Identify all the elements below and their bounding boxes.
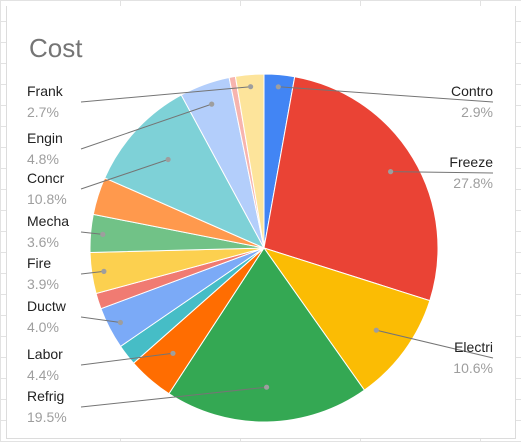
pie-slice-refrig[interactable] [168,247,366,423]
callout-line [80,159,169,190]
callout-dot [165,156,171,163]
slice-label: Concr [27,170,65,186]
callout-line [80,103,212,150]
callout-ductw: Ductw 4.0% [27,298,123,335]
pie-slice-frank[interactable] [234,73,265,249]
slice-percent-label: 3.6% [27,234,59,250]
callout-line [80,86,251,103]
callout-line [376,329,494,359]
callout-frank: Frank 2.7% [27,83,254,120]
pie-callouts: Frank 2.7% Engin 4.8% Concr 10.8% Mecha 3.6% Fir… [27,83,493,425]
callout-fire: Fire 3.9% [27,255,107,292]
callout-mecha: Mecha 3.6% [27,213,106,250]
callout-dot [209,101,215,107]
callout-dot [275,84,281,90]
callout-freeze: Freeze 27.8% [388,154,493,191]
slice-percent-label: 10.8% [27,191,67,207]
slice-label: Fire [27,255,51,271]
slice-label: Engin [27,130,63,146]
chart-card[interactable]: Cost Frank 2.7% Engin 4.8% Concr 10.8% Mecha 3.… [6,6,516,439]
callout-line [80,270,104,275]
slice-percent-label: 4.0% [27,319,59,335]
callout-dot [170,350,176,356]
callout-dot [373,327,379,333]
callout-contro: Contro 2.9% [275,83,494,120]
slice-label: Mecha [27,213,69,229]
callout-dot [101,268,107,274]
callout-dot [388,169,394,175]
callout-line [80,352,174,366]
chart-title: Cost [29,33,83,63]
slice-percent-label: 19.5% [27,409,67,425]
slice-percent-label: 27.8% [453,175,493,191]
slice-label: Frank [27,83,64,99]
slice-percent-label: 2.7% [27,104,59,120]
pie-chart[interactable]: Frank 2.7% Engin 4.8% Concr 10.8% Mecha 3.6% Fir… [7,6,515,438]
slice-label: Electri [454,339,493,355]
slice-label: Labor [27,346,63,362]
slice-percent-label: 3.9% [27,276,59,292]
pie-slice-freeze[interactable] [263,76,439,302]
slice-label: Ductw [27,298,67,314]
slice-label: Contro [451,83,493,99]
slice-percent-label: 4.8% [27,151,59,167]
callout-concr: Concr 10.8% [27,156,171,207]
slice-percent-label: 4.4% [27,367,59,383]
pie-slices [89,73,439,423]
callout-line [80,386,267,408]
callout-dot [248,84,254,90]
callout-line [80,316,121,323]
callout-dot [117,319,123,326]
callout-labor: Labor 4.4% [27,346,176,383]
slice-percent-label: 2.9% [461,104,493,120]
slice-label: Refrig [27,388,64,404]
callout-line [80,231,103,235]
callout-dot [100,231,106,237]
callout-line [390,171,494,174]
slice-label: Freeze [449,154,493,170]
callout-electri: Electri 10.6% [373,327,494,376]
callout-refrig: Refrig 19.5% [27,384,270,425]
callout-line [278,86,494,103]
callout-dot [264,384,270,390]
callout-engin: Engin 4.8% [27,101,215,167]
slice-percent-label: 10.6% [453,360,493,376]
pie-slice-electri[interactable] [262,247,431,391]
